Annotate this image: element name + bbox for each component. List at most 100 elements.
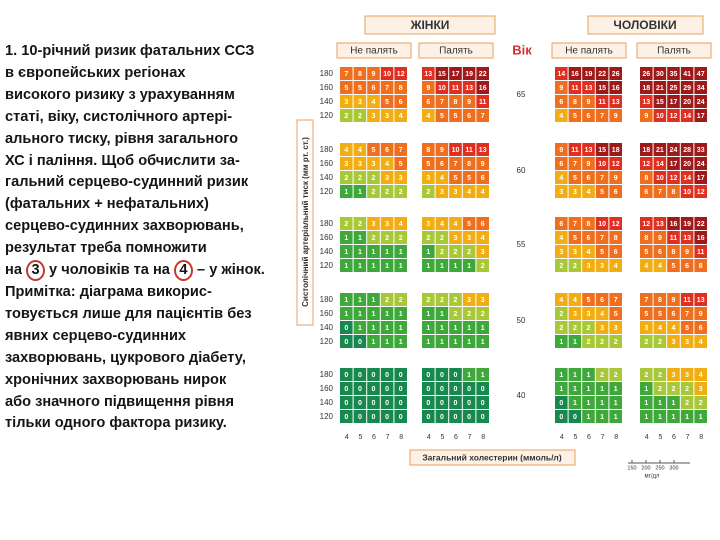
text-line: хронічних захворювань нирок <box>5 370 297 392</box>
risk-value: 6 <box>587 235 591 242</box>
bp-label: 120 <box>320 187 334 196</box>
risk-cell <box>394 81 407 94</box>
risk-cell <box>367 231 380 244</box>
risk-cell <box>609 217 622 230</box>
risk-value: 3 <box>344 161 348 168</box>
risk-value: 0 <box>559 400 563 407</box>
risk-value: 1 <box>658 400 662 407</box>
risk-cell <box>353 307 367 320</box>
risk-cell <box>582 231 595 244</box>
risk-value: 1 <box>658 414 662 421</box>
risk-cell <box>340 95 353 108</box>
risk-value: 21 <box>656 147 664 154</box>
bp-label: 180 <box>320 370 334 379</box>
risk-cell <box>595 293 609 306</box>
risk-cell <box>595 143 609 156</box>
risk-value: 9 <box>372 71 376 78</box>
risk-value: 2 <box>699 400 703 407</box>
risk-cell <box>340 185 353 198</box>
risk-value: 5 <box>573 113 577 120</box>
risk-cell <box>353 95 367 108</box>
text-part: захворювань, цукрового діабету, <box>5 349 246 366</box>
bp-label: 120 <box>320 412 334 421</box>
risk-value: 1 <box>344 311 348 318</box>
risk-cell <box>640 185 653 198</box>
risk-value: 7 <box>481 113 485 120</box>
risk-cell <box>476 95 489 108</box>
risk-value: 1 <box>399 249 403 256</box>
risk-cell <box>449 293 462 306</box>
risk-value: 2 <box>658 386 662 393</box>
risk-value: 2 <box>454 297 458 304</box>
risk-value: 29 <box>683 85 691 92</box>
subheader: Не палять <box>350 46 398 57</box>
risk-cell <box>555 171 568 184</box>
risk-value: 20 <box>683 99 691 106</box>
risk-cell <box>555 95 568 108</box>
chol-label: 8 <box>699 434 703 441</box>
text-part: 1. 10-річний ризик фатальних ССЗ <box>5 43 255 59</box>
risk-cell <box>582 95 595 108</box>
risk-value: 12 <box>642 161 650 168</box>
risk-value: 0 <box>399 400 403 407</box>
risk-cell <box>568 171 582 184</box>
risk-cell <box>462 171 476 184</box>
risk-value: 3 <box>399 175 403 182</box>
risk-value: 2 <box>672 386 676 393</box>
risk-value: 8 <box>454 99 458 106</box>
risk-cell <box>462 335 476 348</box>
risk-cell <box>568 259 582 272</box>
risk-value: 3 <box>358 99 362 106</box>
risk-cell <box>422 245 435 258</box>
risk-value: 0 <box>358 386 362 393</box>
risk-cell <box>435 321 449 334</box>
risk-value: 3 <box>587 263 591 270</box>
risk-cell <box>667 81 680 94</box>
risk-value: 2 <box>399 235 403 242</box>
risk-value: 3 <box>426 175 430 182</box>
risk-value: 47 <box>697 71 705 78</box>
risk-value: 5 <box>426 161 430 168</box>
text-line: 1. 10-річний ризик фатальних ССЗ <box>5 41 297 63</box>
risk-value: 2 <box>587 325 591 332</box>
risk-value: 0 <box>399 386 403 393</box>
mgdl-tick-label: 150 <box>627 465 636 471</box>
risk-cell <box>462 217 476 230</box>
risk-cell <box>653 335 667 348</box>
risk-value: 3 <box>573 249 577 256</box>
risk-cell <box>353 67 367 80</box>
risk-value: 3 <box>426 221 430 228</box>
risk-cell <box>462 368 476 381</box>
risk-cell <box>422 321 435 334</box>
risk-cell <box>582 293 595 306</box>
risk-value: 6 <box>559 99 563 106</box>
risk-value: 5 <box>440 113 444 120</box>
risk-value: 5 <box>685 325 689 332</box>
risk-cell <box>462 157 476 170</box>
text-line: ХС і паління. Щоб обчислити за- <box>5 151 297 173</box>
risk-value: 3 <box>559 249 563 256</box>
risk-value: 5 <box>644 311 648 318</box>
risk-value: 7 <box>658 189 662 196</box>
risk-value: 9 <box>614 175 618 182</box>
risk-cell <box>340 259 353 272</box>
risk-cell <box>422 143 435 156</box>
risk-cell <box>476 143 489 156</box>
risk-value: 41 <box>683 71 691 78</box>
risk-cell <box>380 321 394 334</box>
risk-cell <box>435 368 449 381</box>
risk-cell <box>435 293 449 306</box>
risk-value: 8 <box>358 71 362 78</box>
risk-cell <box>667 67 680 80</box>
risk-value: 1 <box>426 249 430 256</box>
risk-cell <box>694 109 707 122</box>
risk-value: 9 <box>614 113 618 120</box>
risk-value: 1 <box>426 325 430 332</box>
risk-cell <box>595 109 609 122</box>
risk-value: 2 <box>399 297 403 304</box>
risk-cell <box>582 396 595 409</box>
risk-cell <box>653 143 667 156</box>
risk-cell <box>394 410 407 423</box>
risk-value: 8 <box>426 147 430 154</box>
risk-value: 2 <box>658 372 662 379</box>
